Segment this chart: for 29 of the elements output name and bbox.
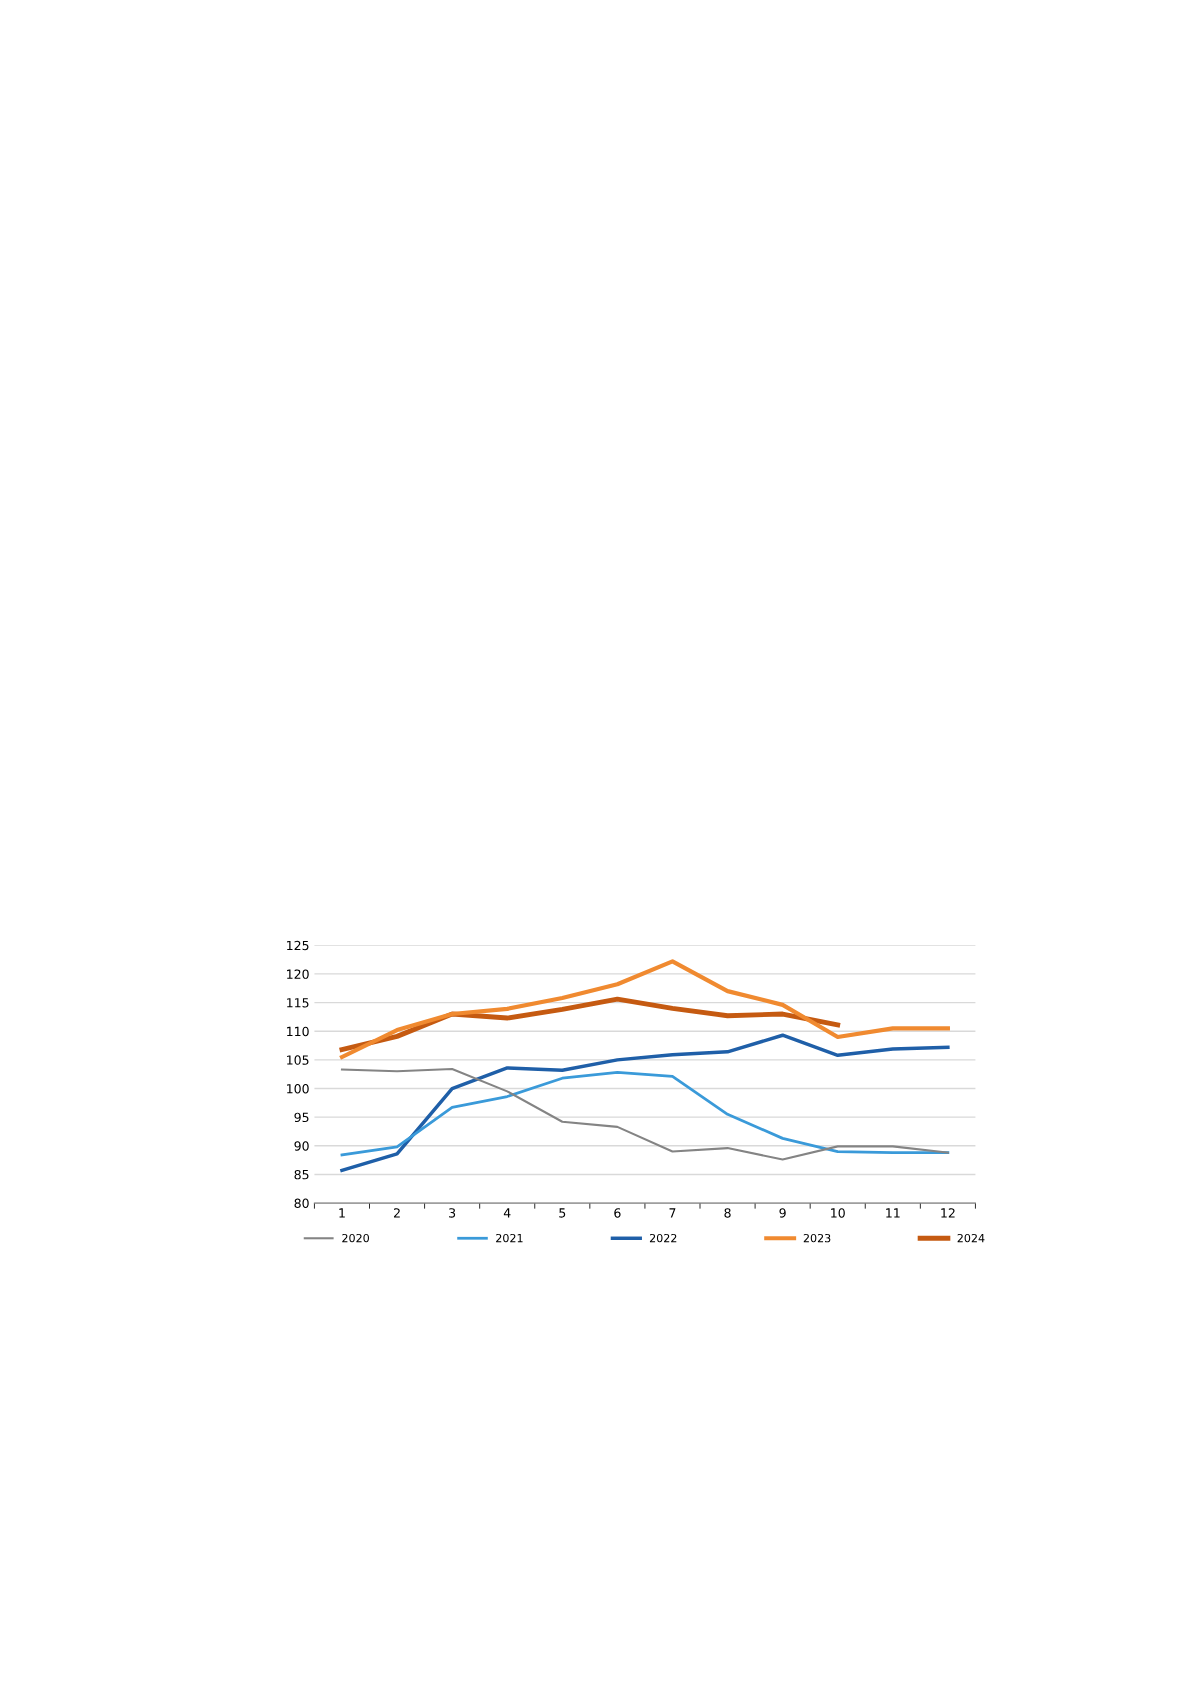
y-tick-label: 90	[294, 1141, 309, 1151]
x-tick-label: 12	[941, 1208, 955, 1218]
y-tick-label: 100	[287, 1083, 309, 1094]
y-tick-label: 80	[294, 1198, 309, 1209]
x-tick-label: 4	[503, 1208, 511, 1218]
y-tick-label: 120	[287, 969, 309, 979]
legend-label: 2020	[342, 1233, 369, 1243]
x-tick-label: 11	[886, 1208, 900, 1218]
y-tick-label: 85	[294, 1169, 309, 1180]
x-tick-label: 6	[614, 1208, 621, 1218]
y-tick-label: 95	[294, 1112, 309, 1123]
y-tick-label: 105	[287, 1055, 309, 1065]
legend-label: 2021	[496, 1233, 523, 1243]
legend-label: 2024	[957, 1233, 985, 1243]
x-tick-label: 10	[831, 1208, 845, 1218]
y-tick-label: 115	[287, 998, 309, 1008]
x-tick-label: 3	[449, 1208, 456, 1218]
line-series	[340, 1033, 950, 1173]
y-tick-label: 125	[287, 940, 309, 951]
x-tick-label: 7	[669, 1208, 676, 1218]
x-tick-label: 2	[393, 1208, 400, 1218]
line-series	[339, 959, 950, 1060]
x-tick-label: 9	[779, 1208, 786, 1218]
legend-label: 2022	[649, 1233, 677, 1243]
x-tick-label: 5	[559, 1208, 566, 1218]
legend-label: 2023	[803, 1233, 831, 1243]
x-tick-label: 8	[724, 1208, 731, 1218]
x-tick-label: 1	[339, 1208, 345, 1218]
y-tick-label: 110	[287, 1026, 309, 1037]
